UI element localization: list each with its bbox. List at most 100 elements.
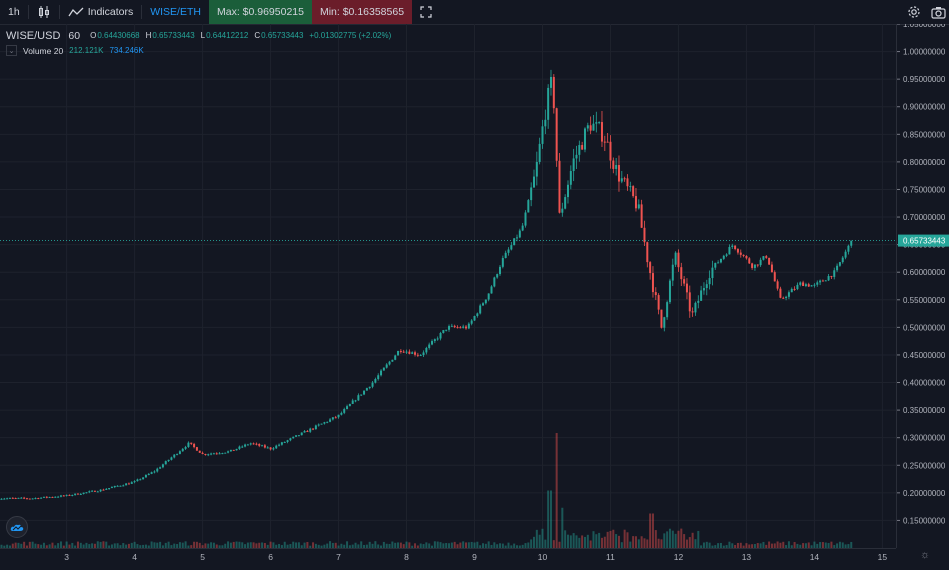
candle-body bbox=[487, 293, 490, 300]
candle-type-button[interactable] bbox=[29, 0, 59, 24]
candle-body bbox=[59, 495, 62, 497]
volume-bar bbox=[190, 545, 193, 548]
candle-body bbox=[459, 327, 462, 329]
volume-bar bbox=[728, 541, 731, 548]
candle-body bbox=[258, 443, 261, 446]
candle-body bbox=[37, 498, 40, 500]
candle-body bbox=[558, 160, 561, 213]
candle-body bbox=[17, 497, 20, 499]
candle-body bbox=[28, 498, 31, 500]
candle-body bbox=[759, 259, 762, 266]
candle-body bbox=[309, 428, 312, 432]
volume-bar bbox=[527, 542, 530, 548]
fullscreen-button[interactable] bbox=[412, 0, 440, 24]
candle-body bbox=[634, 196, 637, 209]
candle-body bbox=[144, 474, 147, 478]
price-axis[interactable]: 1.05000000 1.00000000 0.95000000 0.90000000… bbox=[896, 20, 949, 548]
volume-bar bbox=[85, 542, 88, 548]
candle-body bbox=[348, 403, 351, 407]
candle-body bbox=[595, 122, 598, 124]
candle-body bbox=[739, 252, 742, 255]
time-tick-label: 4 bbox=[132, 552, 137, 562]
volume-bar bbox=[215, 544, 218, 548]
volume-bar bbox=[71, 542, 74, 548]
volume-bar bbox=[717, 543, 720, 548]
candle-body bbox=[439, 332, 442, 339]
volume-bar bbox=[643, 538, 646, 548]
candle-body bbox=[402, 351, 405, 353]
volume-bar bbox=[598, 532, 601, 548]
volume-bar bbox=[521, 544, 524, 548]
top-toolbar: 1h Indicators WISE/ETH Max: $0.96950215 … bbox=[0, 0, 949, 25]
candle-body bbox=[25, 498, 28, 500]
volume-bar bbox=[827, 543, 830, 548]
candle-body bbox=[337, 414, 340, 418]
candle-body bbox=[456, 327, 459, 329]
candle-body bbox=[74, 493, 77, 495]
volume-bar bbox=[351, 544, 354, 548]
volume-bar bbox=[289, 544, 292, 548]
volume-bar bbox=[34, 543, 37, 548]
price-chart[interactable] bbox=[0, 23, 896, 548]
volume-bar bbox=[518, 545, 521, 548]
candle-body bbox=[283, 441, 286, 443]
price-axis-svg: 1.05000000 1.00000000 0.95000000 0.90000000… bbox=[897, 20, 949, 525]
volume-bar bbox=[74, 545, 77, 548]
indicators-button[interactable]: Indicators bbox=[60, 0, 142, 24]
chart-pane[interactable] bbox=[0, 23, 896, 548]
candle-body bbox=[377, 375, 380, 380]
collapse-icon[interactable]: ⌄ bbox=[6, 45, 17, 56]
volume-bar bbox=[575, 535, 578, 548]
candle-body bbox=[235, 448, 238, 451]
volume-bar bbox=[255, 543, 258, 548]
settings-button[interactable] bbox=[903, 0, 925, 24]
volume-bar bbox=[490, 544, 493, 548]
candle-body bbox=[297, 435, 300, 437]
volume-bar bbox=[14, 542, 17, 548]
price-tick-label: 0.45000000 bbox=[903, 351, 946, 360]
high-value: 0.65733443 bbox=[152, 31, 195, 40]
volume-bar bbox=[176, 544, 179, 548]
volume-bar bbox=[847, 544, 850, 548]
min-price-badge: Min: $0.16358565 bbox=[311, 0, 413, 24]
volume-bar bbox=[436, 541, 439, 548]
candle-body bbox=[45, 496, 48, 498]
volume-bar bbox=[312, 542, 315, 548]
volume-bar bbox=[54, 545, 57, 548]
chart-legend: WISE/USD 60 O 0.64430668 H 0.65733443 L 0.6… bbox=[6, 28, 397, 58]
screenshot-button[interactable] bbox=[927, 0, 949, 24]
volume-bar bbox=[25, 545, 28, 548]
interval-button[interactable]: 1h bbox=[0, 0, 28, 24]
axis-settings-icon[interactable]: ☼ bbox=[920, 549, 931, 561]
candle-body bbox=[323, 422, 326, 424]
volume-bar bbox=[479, 545, 482, 548]
candle-body bbox=[306, 431, 309, 433]
volume-bar bbox=[249, 542, 252, 548]
candle-body bbox=[261, 445, 264, 447]
volume-bar bbox=[0, 544, 3, 548]
volume-bar bbox=[634, 536, 637, 548]
price-tick-label: 0.85000000 bbox=[903, 130, 946, 139]
candle-body bbox=[462, 326, 465, 328]
candle-body bbox=[810, 285, 813, 287]
candle-body bbox=[617, 165, 620, 182]
pair-button[interactable]: WISE/ETH bbox=[142, 0, 209, 24]
volume-bar bbox=[751, 544, 754, 548]
volume-bar bbox=[405, 541, 408, 548]
candle-body bbox=[479, 305, 482, 314]
candle-body bbox=[241, 446, 244, 448]
time-axis[interactable]: 3 4 5 6 7 8 9 10 11 12 13 14 15 bbox=[0, 548, 896, 564]
candle-body bbox=[833, 270, 836, 277]
candle-body bbox=[286, 440, 289, 442]
volume-bar bbox=[201, 545, 204, 548]
volume-bar bbox=[654, 530, 657, 548]
volume-bar bbox=[725, 545, 728, 548]
volume-bar bbox=[306, 541, 309, 548]
candle-body bbox=[600, 122, 603, 142]
volume-bar bbox=[700, 545, 703, 548]
candle-body bbox=[57, 496, 60, 498]
candle-body bbox=[229, 449, 232, 452]
tradingview-logo-icon[interactable] bbox=[6, 516, 28, 538]
candle-body bbox=[561, 208, 564, 213]
time-tick-label: 7 bbox=[336, 552, 341, 562]
